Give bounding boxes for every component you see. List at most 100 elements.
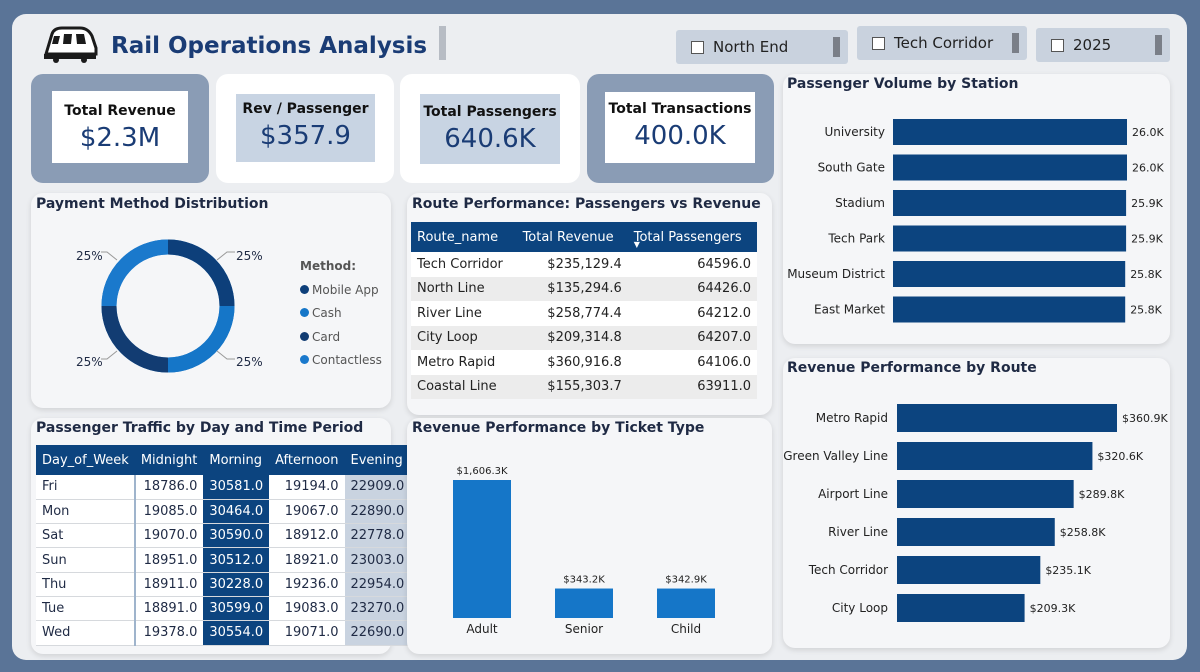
bar[interactable] [555,588,613,618]
donut-label: 25% [236,355,263,369]
bar[interactable] [893,261,1126,287]
column-header[interactable]: Morning [203,445,270,475]
kpi-rev-per-passenger: Rev / Passenger $357.9 [216,74,394,183]
table-cell: Sun [36,547,136,573]
table-cell: $360,916.8 [516,350,628,375]
donut-slice-contactless[interactable] [101,239,169,307]
category-label: Senior [565,622,603,636]
table-row[interactable]: Mon 19085.0 30464.0 19067.0 22890.0 [36,499,411,525]
bar[interactable] [893,225,1127,252]
table-cell: 30512.0 [203,547,270,573]
donut-legend: Method: Mobile App Cash Card Contactless [300,255,382,373]
table-cell: 18891.0 [134,596,204,622]
checkbox-icon[interactable] [872,36,885,50]
column-header-sorted[interactable]: Total Passengers ▼ [627,222,757,252]
kpi-label: Rev / Passenger [242,101,369,117]
kpi-label: Total Passengers [423,104,557,120]
table-cell: Coastal Line [411,374,517,399]
scrollbar[interactable] [833,37,840,57]
donut-slice-card[interactable] [101,305,169,373]
station-volume-chart: University 26.0K South Gate 26.0K Stadium 25.… [787,119,1164,323]
slicer-label: Tech Corridor [894,34,994,52]
table-row[interactable]: River Line $258,774.4 64212.0 [411,301,757,326]
table-row[interactable]: Wed 19378.0 30554.0 19071.0 22690.0 [36,620,411,646]
route-performance-card: Route Performance: Passengers vs Revenue… [407,193,772,415]
table-row[interactable]: Metro Rapid $360,916.8 64106.0 [411,350,757,375]
kpi-total-passengers: Total Passengers 640.6K [400,74,580,183]
column-header[interactable]: Total Revenue [516,222,628,252]
slicer-north-end[interactable]: North End [676,30,848,64]
table-row[interactable]: Fri 18786.0 30581.0 19194.0 22909.0 [36,475,411,500]
table-cell: 22690.0 [344,620,411,646]
legend-item[interactable]: Contactless [300,349,382,373]
bar[interactable] [893,296,1126,323]
category-label: Child [671,622,701,636]
table-cell: 30554.0 [203,620,270,646]
column-header[interactable]: Midnight [134,445,204,475]
data-label: $235.1K [1045,564,1091,577]
donut-chart [101,239,235,373]
category-label: Museum District [787,267,885,281]
category-label: Adult [466,622,498,636]
donut-label: 25% [76,249,103,263]
bar[interactable] [453,480,511,618]
page-title: Rail Operations Analysis [111,33,428,59]
donut-slice-cash[interactable] [167,305,235,373]
bar[interactable] [897,556,1041,584]
table-row[interactable]: Tue 18891.0 30599.0 19083.0 23270.0 [36,596,411,622]
column-header[interactable]: Evening [344,445,411,475]
legend-item[interactable]: Card [300,326,382,350]
table-cell: 64212.0 [627,301,757,326]
table-cell: Thu [36,572,136,597]
table-row[interactable]: Sun 18951.0 30512.0 18921.0 23003.0 [36,547,411,573]
bar[interactable] [893,119,1127,145]
table-cell: $209,314.8 [516,325,628,350]
kpi-total-transactions: Total Transactions 400.0K [587,74,774,183]
data-label: 25.9K [1131,233,1163,246]
column-header[interactable]: Route_name [411,222,517,252]
scrollbar[interactable] [1012,33,1019,53]
legend-item[interactable]: Cash [300,302,382,326]
table-row[interactable]: North Line $135,294.6 64426.0 [411,276,757,301]
slicer-tech-corridor[interactable]: Tech Corridor [857,26,1027,60]
table-row[interactable]: Tech Corridor $235,129.4 64596.0 [411,252,757,277]
card-title: Passenger Traffic by Day and Time Period [36,420,364,436]
data-label: 25.8K [1130,268,1162,281]
column-header[interactable]: Day_of_Week [36,445,135,475]
bar[interactable] [897,518,1055,546]
kpi-value: $357.9 [260,121,351,151]
table-cell: 19071.0 [269,620,345,646]
donut-label: 25% [236,249,263,263]
bar[interactable] [657,588,715,618]
checkbox-icon[interactable] [691,40,704,54]
legend-item[interactable]: Mobile App [300,279,382,303]
table-cell: 19083.0 [269,596,345,622]
column-header[interactable]: Afternoon [269,445,345,475]
route-revenue-card: Revenue Performance by Route Metro Rapid… [783,358,1170,648]
table-cell: 64106.0 [627,350,757,375]
bar[interactable] [897,442,1093,470]
slicer-year[interactable]: 2025 [1036,28,1170,62]
bar[interactable] [897,404,1117,432]
donut-slice-mobile-app[interactable] [167,239,235,307]
bar[interactable] [897,480,1074,508]
scrollbar[interactable] [1155,35,1162,55]
bar[interactable] [893,154,1127,181]
data-label: 25.9K [1131,197,1163,210]
table-cell: 23003.0 [344,547,411,573]
legend-dot-icon [300,284,309,294]
table-cell: 30590.0 [203,523,270,549]
column-header-label: Total Passengers [633,229,742,245]
table-row[interactable]: Sat 19070.0 30590.0 18912.0 22778.0 [36,523,411,549]
table-row[interactable]: Thu 18911.0 30228.0 19236.0 22954.0 [36,572,411,597]
table-row[interactable]: City Loop $209,314.8 64207.0 [411,325,757,350]
table-cell: North Line [411,276,517,301]
table-cell: Mon [36,499,136,525]
bar[interactable] [897,594,1025,622]
bar[interactable] [893,190,1127,216]
checkbox-icon[interactable] [1051,38,1064,52]
table-cell: Tue [36,596,136,622]
table-cell: Metro Rapid [411,350,517,375]
table-row[interactable]: Coastal Line $155,303.7 63911.0 [411,374,757,399]
table-cell: 22909.0 [344,475,411,500]
